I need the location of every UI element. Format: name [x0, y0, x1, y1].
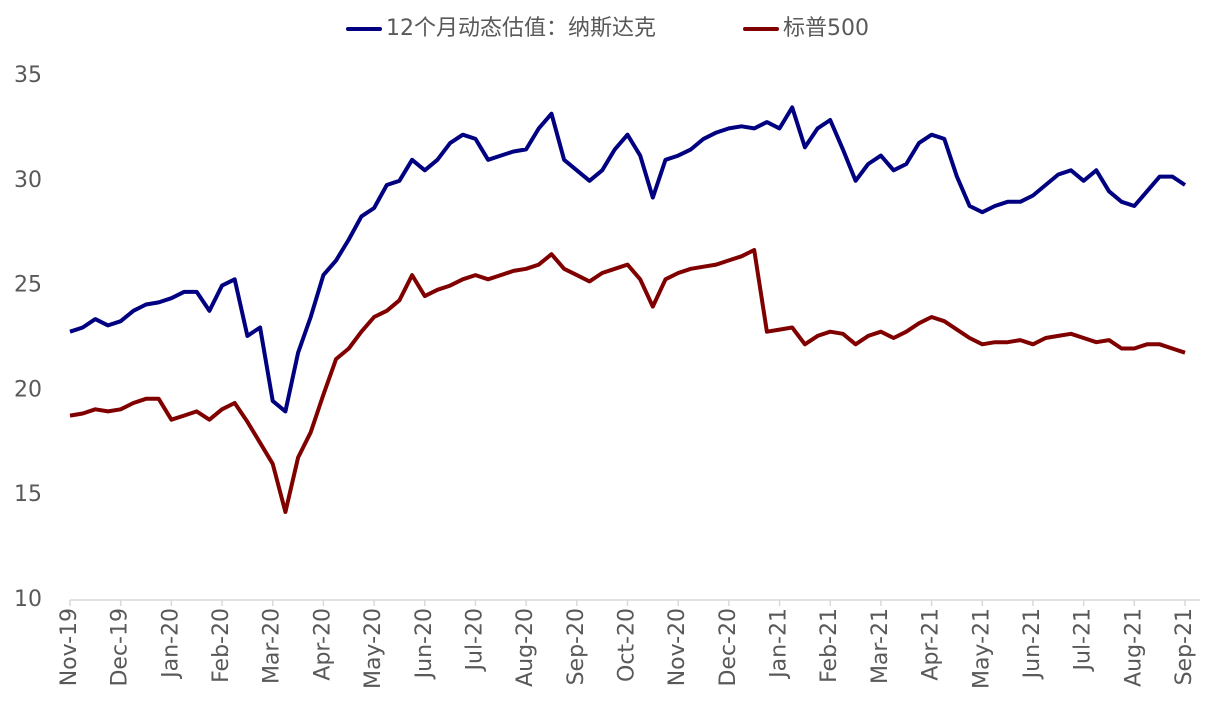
- x-tick-label: Jan-20: [158, 608, 183, 680]
- x-tick-label: Mar-21: [868, 608, 893, 684]
- legend-label: 12个月动态估值：纳斯达克: [386, 16, 656, 41]
- y-tick-label: 30: [14, 168, 42, 193]
- series-line: [69, 248, 1186, 514]
- y-tick-label: 20: [14, 377, 42, 402]
- x-tick-label: Jul-20: [462, 608, 487, 672]
- x-tick-label: Aug-21: [1121, 608, 1146, 687]
- y-tick-label: 15: [14, 482, 42, 507]
- series-line: [69, 105, 1187, 414]
- x-tick-label: Jun-20: [412, 608, 437, 680]
- x-tick-label: Mar-20: [260, 608, 285, 684]
- x-tick-label: Aug-20: [513, 608, 538, 687]
- x-tick-label: Oct-20: [615, 608, 640, 682]
- x-tick-label: Apr-21: [919, 608, 944, 681]
- x-tick-label: Dec-19: [108, 608, 133, 687]
- x-tick-label: Dec-20: [716, 608, 741, 687]
- x-tick-label: Nov-20: [665, 608, 690, 686]
- x-tick-label: Feb-21: [817, 608, 842, 683]
- x-tick-label: May-21: [969, 608, 994, 689]
- y-tick-label: 35: [14, 63, 42, 88]
- y-tick-label: 10: [14, 587, 42, 612]
- x-tick-label: Jun-21: [1020, 608, 1045, 680]
- x-tick-label: Sep-21: [1172, 608, 1197, 685]
- x-tick-label: May-20: [361, 608, 386, 689]
- x-tick-label: Feb-20: [209, 608, 234, 683]
- y-tick-label: 25: [14, 273, 42, 298]
- x-tick-label: Jul-21: [1071, 608, 1096, 672]
- x-tick-label: Apr-20: [310, 608, 335, 681]
- legend-label: 标普500: [783, 16, 869, 41]
- x-tick-label: Jan-21: [767, 608, 792, 680]
- x-tick-label: Sep-20: [564, 608, 589, 685]
- x-tick-label: Nov-19: [57, 608, 82, 686]
